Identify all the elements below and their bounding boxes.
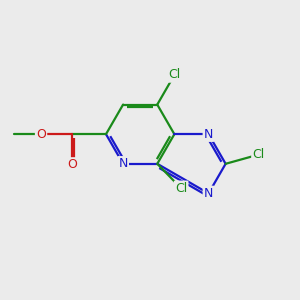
Text: O: O bbox=[67, 158, 77, 172]
Text: N: N bbox=[204, 187, 213, 200]
Text: O: O bbox=[36, 128, 46, 141]
Text: N: N bbox=[204, 128, 213, 141]
Text: Cl: Cl bbox=[168, 68, 181, 82]
Text: Cl: Cl bbox=[175, 182, 187, 195]
Text: N: N bbox=[118, 157, 128, 170]
Text: Cl: Cl bbox=[252, 148, 265, 161]
